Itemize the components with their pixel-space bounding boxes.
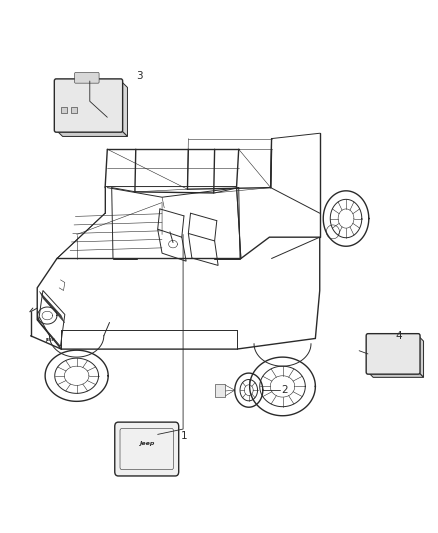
FancyBboxPatch shape [215,384,225,397]
Polygon shape [121,81,127,136]
Polygon shape [368,372,424,377]
Polygon shape [56,130,127,136]
FancyBboxPatch shape [74,72,99,83]
FancyBboxPatch shape [366,334,420,374]
Text: 4: 4 [395,331,402,341]
Text: 2: 2 [281,385,288,395]
Text: 3: 3 [136,71,143,80]
Polygon shape [418,336,424,377]
FancyBboxPatch shape [71,107,77,114]
FancyBboxPatch shape [61,107,67,114]
Text: Jeep: Jeep [139,441,155,446]
Text: JEEP: JEEP [46,338,55,342]
FancyBboxPatch shape [54,79,123,132]
FancyBboxPatch shape [115,422,179,476]
Text: 1: 1 [180,431,187,441]
